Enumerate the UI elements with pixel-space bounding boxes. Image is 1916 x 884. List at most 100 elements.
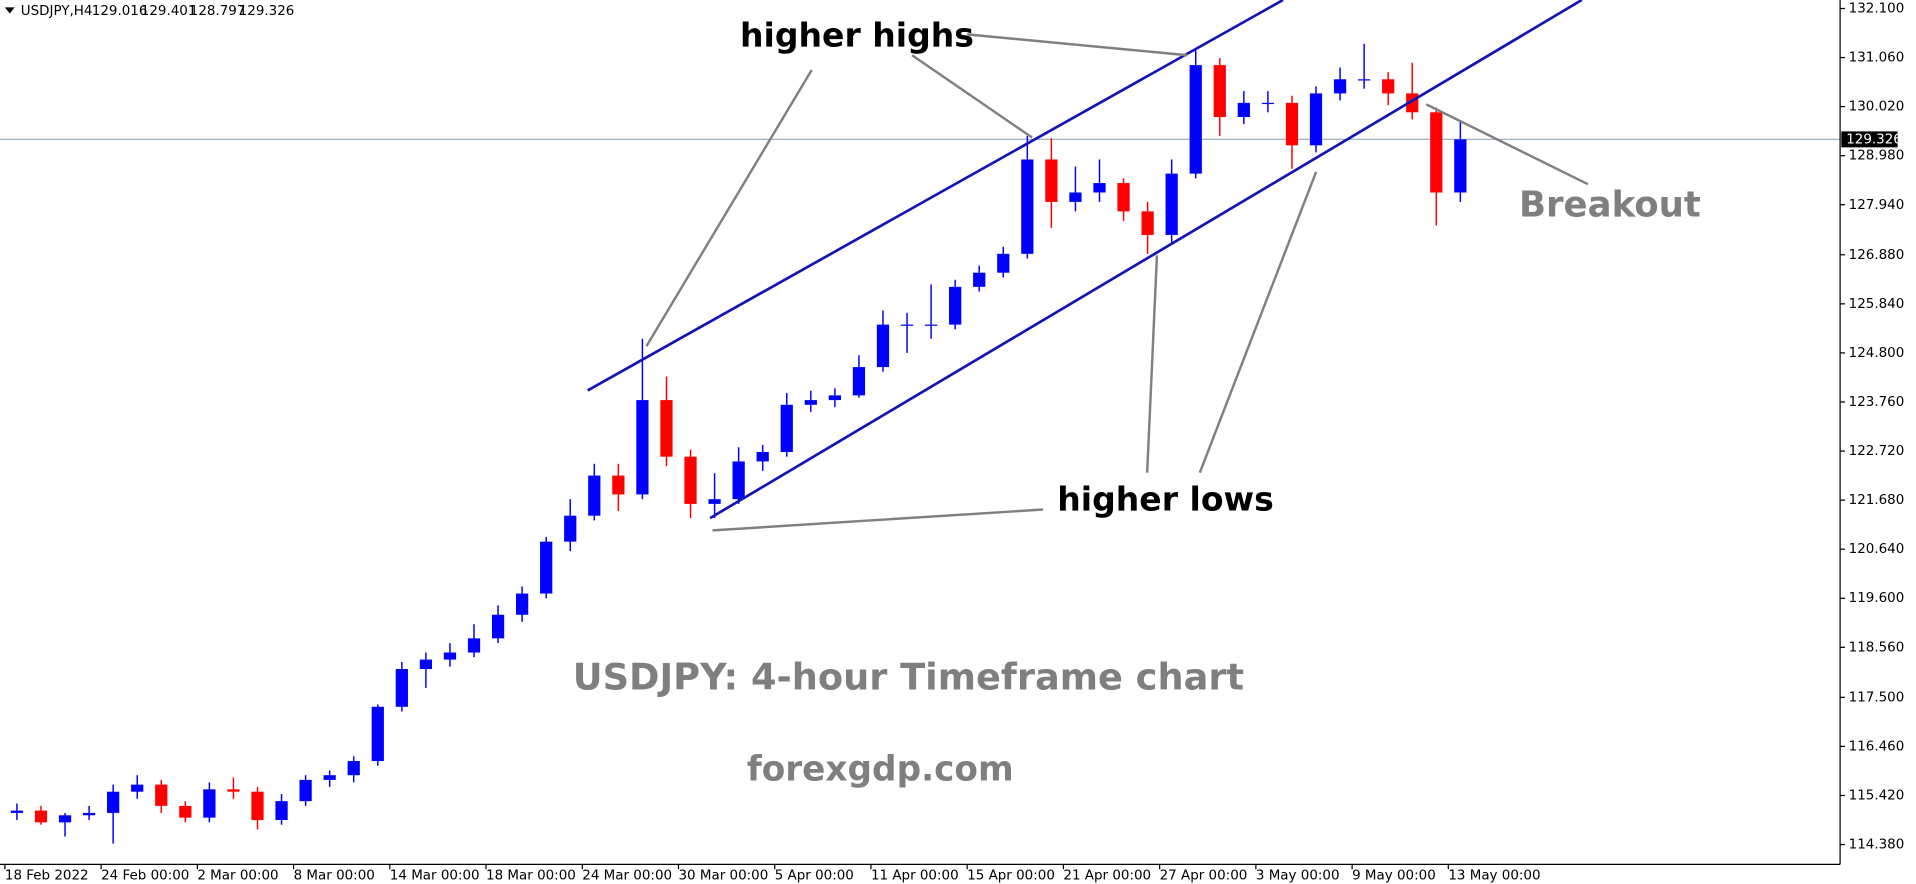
annotation: higher lows <box>1057 479 1273 518</box>
last-price-box <box>1841 131 1898 148</box>
candle-body <box>924 324 938 326</box>
candle-body <box>1021 159 1034 254</box>
symbol-title: USDJPY,H4 <box>21 3 93 19</box>
candle-body <box>1117 183 1130 212</box>
candle-body <box>1454 139 1467 193</box>
candle-body <box>1430 112 1443 193</box>
candle-body <box>1069 192 1082 202</box>
y-tick-label: 121.680 <box>1849 492 1905 508</box>
candle-body <box>275 801 288 821</box>
candle-body <box>1333 79 1347 94</box>
last-price-label: 129.326 <box>1846 131 1902 147</box>
candle-body <box>467 638 481 653</box>
candle-body <box>1285 102 1299 146</box>
x-tick-label: 30 Mar 00:00 <box>678 867 768 883</box>
y-tick-label: 115.420 <box>1849 787 1905 803</box>
candle-body <box>419 659 433 670</box>
y-tick-label: 114.380 <box>1849 837 1905 853</box>
annotation: higher highs <box>740 15 974 54</box>
y-tick-label: 128.980 <box>1849 148 1905 164</box>
candle-body <box>636 400 649 495</box>
header-high: 129.401 <box>141 3 197 19</box>
watermark-title: USDJPY: 4-hour Timeframe chart <box>573 655 1244 698</box>
candle-body <box>756 451 769 462</box>
candle-body <box>973 272 986 287</box>
candle-body <box>491 614 505 639</box>
header-open: 129.016 <box>92 3 148 19</box>
candle-body <box>1382 79 1395 94</box>
watermark-site: forexgdp.com <box>747 750 1014 790</box>
y-tick-label: 120.640 <box>1849 541 1905 557</box>
candle-body <box>1093 183 1106 193</box>
candle-body <box>588 475 601 516</box>
candle-body <box>660 400 673 457</box>
candle-body <box>1189 65 1202 174</box>
candle-body <box>395 669 408 707</box>
candle-body <box>1045 159 1058 202</box>
header-low: 128.797 <box>190 3 246 19</box>
candle-body <box>516 593 529 615</box>
candle-body <box>251 791 264 821</box>
x-tick-label: 2 Mar 00:00 <box>197 867 278 883</box>
candle-body <box>949 286 962 325</box>
y-tick-label: 116.460 <box>1849 738 1905 754</box>
x-tick-label: 24 Mar 00:00 <box>582 867 672 883</box>
upper-channel-line <box>586 0 1284 392</box>
pointer-line <box>712 508 1044 532</box>
x-tick-label: 9 May 00:00 <box>1352 867 1436 883</box>
candle-body <box>900 324 914 326</box>
candle-body <box>540 541 553 594</box>
candles <box>10 43 1467 844</box>
annotation: Breakout <box>1519 184 1701 225</box>
candle-body <box>732 461 745 500</box>
candle-body <box>323 775 336 780</box>
x-tick-label: 5 Apr 00:00 <box>775 867 854 883</box>
y-tick-label: 130.020 <box>1849 99 1905 115</box>
candle-body <box>804 400 817 405</box>
lower-channel-line <box>709 0 1583 520</box>
candle-body <box>1141 211 1154 235</box>
header-close: 129.326 <box>239 3 295 19</box>
candle-body <box>852 367 866 396</box>
pointer-line <box>1198 171 1318 474</box>
channel <box>586 0 1583 520</box>
candle-body <box>443 652 457 660</box>
candle-body <box>58 815 72 823</box>
candle-body <box>1358 79 1371 81</box>
x-tick-label: 18 Mar 00:00 <box>486 867 576 883</box>
candle-body <box>997 253 1010 273</box>
y-tick-label: 117.500 <box>1849 689 1905 705</box>
y-tick-label: 125.840 <box>1849 296 1905 312</box>
candle-body <box>10 810 24 813</box>
x-tick-label: 18 Feb 2022 <box>5 867 89 883</box>
y-tick-label: 126.880 <box>1849 247 1905 263</box>
candle-body <box>203 789 216 818</box>
candle-body <box>876 324 890 368</box>
pointer-line <box>911 54 1033 139</box>
menu-triangle <box>4 7 15 14</box>
x-tick-label: 21 Apr 00:00 <box>1063 867 1151 883</box>
candle-body <box>371 706 384 762</box>
y-tick-label: 119.600 <box>1849 590 1905 606</box>
candle-body <box>612 475 625 495</box>
pointer-line <box>967 33 1188 57</box>
x-tick-label: 8 Mar 00:00 <box>294 867 375 883</box>
candle-body <box>564 515 577 542</box>
x-tick-label: 11 Apr 00:00 <box>871 867 959 883</box>
x-tick-label: 15 Apr 00:00 <box>967 867 1055 883</box>
y-tick-label: 123.760 <box>1849 394 1905 410</box>
candle-body <box>347 761 360 776</box>
pointer-line <box>1145 255 1159 473</box>
candle-body <box>179 805 192 818</box>
candle-body <box>1237 102 1250 118</box>
candle-body <box>227 789 240 792</box>
candle-body <box>684 456 697 504</box>
candle-body <box>780 404 793 452</box>
y-tick-label: 127.940 <box>1849 197 1905 213</box>
x-tick-label: 13 May 00:00 <box>1448 867 1540 883</box>
candle-body <box>1261 102 1275 105</box>
